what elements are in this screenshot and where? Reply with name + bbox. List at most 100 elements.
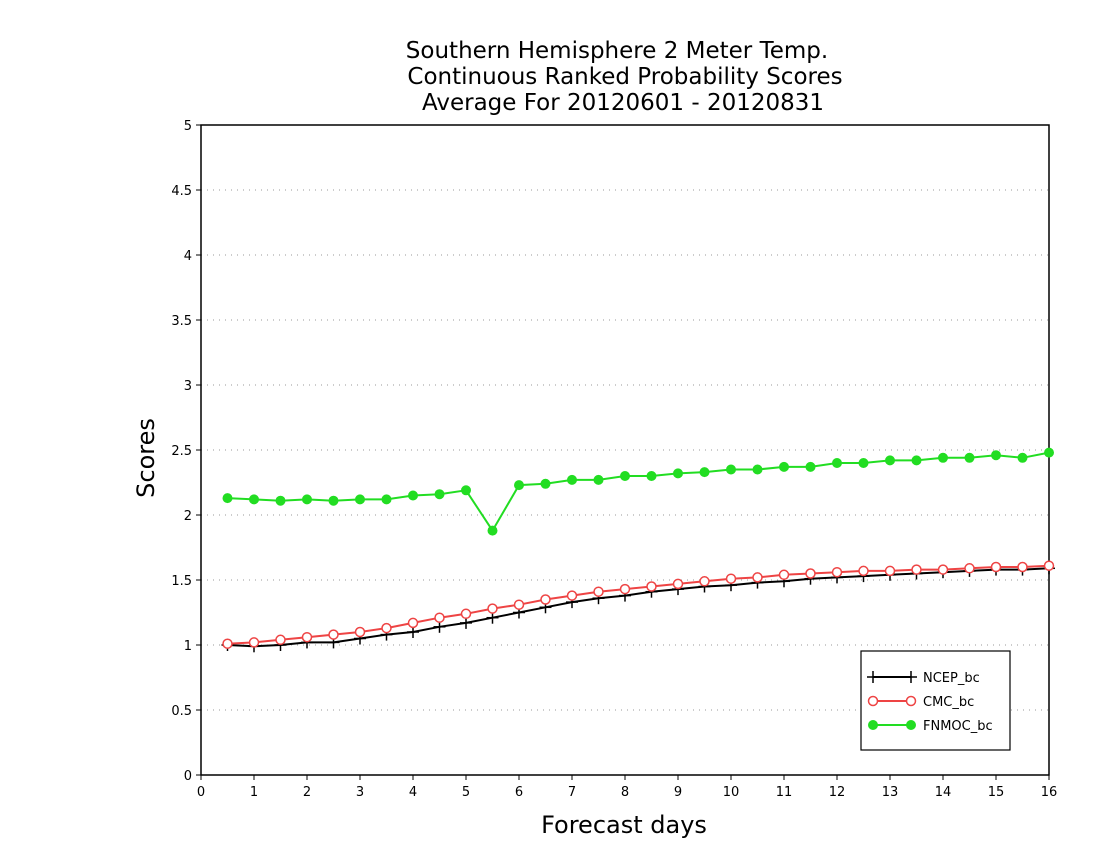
series-line-cmc-bc [227, 564, 1050, 645]
legend-item-ncep-bc: NCEP_bc [867, 671, 980, 686]
data-point-cmc-bc-13 [566, 590, 578, 601]
x-tick-label-7: 7 [568, 785, 576, 800]
legend-marker-right-ncep-bc [905, 671, 917, 683]
x-tick-label-14: 14 [935, 785, 952, 800]
x-axis-label: Forecast days [541, 811, 707, 839]
x-tick-label-1: 1 [250, 785, 258, 800]
data-point-cmc-bc-15 [619, 583, 631, 595]
legend-label-ncep-bc: NCEP_bc [923, 671, 980, 686]
data-point-cmc-bc-25 [884, 565, 896, 577]
data-point-fnmoc-bc-0 [222, 493, 233, 504]
data-point-cmc-bc-16 [646, 581, 657, 592]
data-point-cmc-bc-1 [248, 637, 260, 648]
data-point-fnmoc-bc-10 [487, 525, 498, 536]
x-tick-label-12: 12 [829, 785, 846, 800]
data-point-cmc-bc-2 [275, 634, 286, 646]
x-tick-label-16: 16 [1041, 785, 1058, 800]
data-point-fnmoc-bc-31 [1044, 447, 1054, 458]
data-point-fnmoc-bc-3 [302, 494, 312, 505]
data-point-cmc-bc-10 [487, 603, 498, 614]
data-point-cmc-bc-28 [964, 563, 975, 574]
y-tick-label-2: 2 [184, 509, 192, 524]
x-tick-label-6: 6 [515, 785, 523, 800]
data-point-fnmoc-bc-28 [964, 452, 975, 463]
data-point-cmc-bc-17 [672, 578, 684, 590]
chart-title: Southern Hemisphere 2 Meter Temp. Contin… [406, 38, 843, 116]
data-point-cmc-bc-20 [752, 572, 763, 583]
data-point-fnmoc-bc-17 [673, 468, 683, 479]
series-line-ncep-bc [227, 567, 1050, 648]
data-point-fnmoc-bc-9 [461, 485, 471, 496]
y-tick-label-4.5: 4.5 [171, 184, 192, 199]
data-point-fnmoc-bc-27 [938, 452, 948, 463]
x-tick-label-15: 15 [988, 785, 1005, 800]
data-point-cmc-bc-12 [540, 594, 551, 605]
data-point-fnmoc-bc-6 [381, 494, 392, 505]
y-tick-label-0: 0 [184, 769, 192, 784]
data-point-fnmoc-bc-22 [805, 461, 816, 472]
data-point-cmc-bc-29 [990, 561, 1002, 573]
y-tick-label-1: 1 [184, 639, 192, 654]
data-point-fnmoc-bc-13 [567, 474, 577, 485]
x-tick-label-9: 9 [674, 785, 682, 800]
gridlines [201, 189, 1049, 711]
y-tick-label-4: 4 [184, 249, 192, 264]
data-point-cmc-bc-19 [725, 573, 737, 584]
legend-marker-right-cmc-bc [905, 695, 917, 707]
data-point-cmc-bc-24 [858, 565, 869, 577]
data-point-cmc-bc-9 [460, 608, 472, 620]
data-point-cmc-bc-4 [328, 629, 339, 640]
legend-item-cmc-bc: CMC_bc [867, 695, 974, 710]
data-point-fnmoc-bc-4 [328, 495, 339, 506]
chart-title-line-3: Average For 20120601 - 20120831 [422, 90, 824, 116]
legend-item-fnmoc-bc: FNMOC_bc [868, 719, 993, 734]
data-point-cmc-bc-3 [301, 631, 313, 643]
data-point-fnmoc-bc-2 [275, 495, 286, 506]
data-point-cmc-bc-14 [593, 586, 604, 597]
data-point-fnmoc-bc-12 [540, 478, 551, 489]
x-tick-label-2: 2 [303, 785, 311, 800]
y-tick-label-0.5: 0.5 [171, 704, 192, 719]
x-tick-label-4: 4 [409, 785, 417, 800]
data-point-cmc-bc-5 [354, 626, 366, 638]
legend: NCEP_bc CMC_bc FNMOC_bc [860, 650, 1011, 751]
data-point-cmc-bc-18 [699, 576, 710, 587]
data-point-fnmoc-bc-7 [408, 490, 418, 501]
x-tick-label-0: 0 [197, 785, 205, 800]
x-tick-label-5: 5 [462, 785, 470, 800]
x-tick-label-13: 13 [882, 785, 899, 800]
y-tick-label-3.5: 3.5 [171, 314, 192, 329]
data-point-cmc-bc-21 [778, 569, 790, 581]
data-point-cmc-bc-11 [513, 599, 525, 610]
data-point-fnmoc-bc-19 [726, 464, 736, 475]
legend-marker-left-fnmoc-bc [868, 720, 878, 730]
legend-label-fnmoc-bc: FNMOC_bc [923, 719, 993, 734]
data-point-fnmoc-bc-30 [1017, 452, 1028, 463]
data-point-fnmoc-bc-5 [355, 494, 365, 505]
legend-label-cmc-bc: CMC_bc [923, 695, 974, 710]
x-tick-label-3: 3 [356, 785, 364, 800]
data-point-fnmoc-bc-24 [858, 458, 869, 468]
data-point-fnmoc-bc-23 [832, 458, 842, 468]
data-point-fnmoc-bc-26 [911, 455, 922, 466]
data-point-cmc-bc-8 [434, 612, 445, 623]
data-point-fnmoc-bc-11 [514, 480, 524, 491]
data-point-fnmoc-bc-18 [699, 467, 710, 478]
axes: 00.511.522.533.544.550 1 2 3 4 5 6 7 8 9 10 11 12 13 1… [171, 119, 1057, 800]
chart-title-line-2: Continuous Ranked Probability Scores [407, 64, 842, 90]
data-point-cmc-bc-7 [407, 617, 419, 629]
data-point-cmc-bc-27 [937, 564, 949, 575]
data-point-cmc-bc-30 [1017, 561, 1028, 573]
series-line-fnmoc-bc [227, 451, 1050, 533]
x-tick-label-11: 11 [776, 785, 793, 800]
legend-marker-left-cmc-bc [867, 695, 879, 707]
data-point-fnmoc-bc-8 [434, 489, 445, 500]
data-point-fnmoc-bc-29 [991, 450, 1001, 461]
x-tick-label-8: 8 [621, 785, 629, 800]
data-point-cmc-bc-0 [222, 638, 233, 649]
data-point-cmc-bc-31 [1043, 560, 1055, 571]
y-axis-label: Scores [132, 418, 160, 498]
data-point-fnmoc-bc-16 [646, 471, 657, 481]
data-point-fnmoc-bc-25 [885, 455, 895, 466]
